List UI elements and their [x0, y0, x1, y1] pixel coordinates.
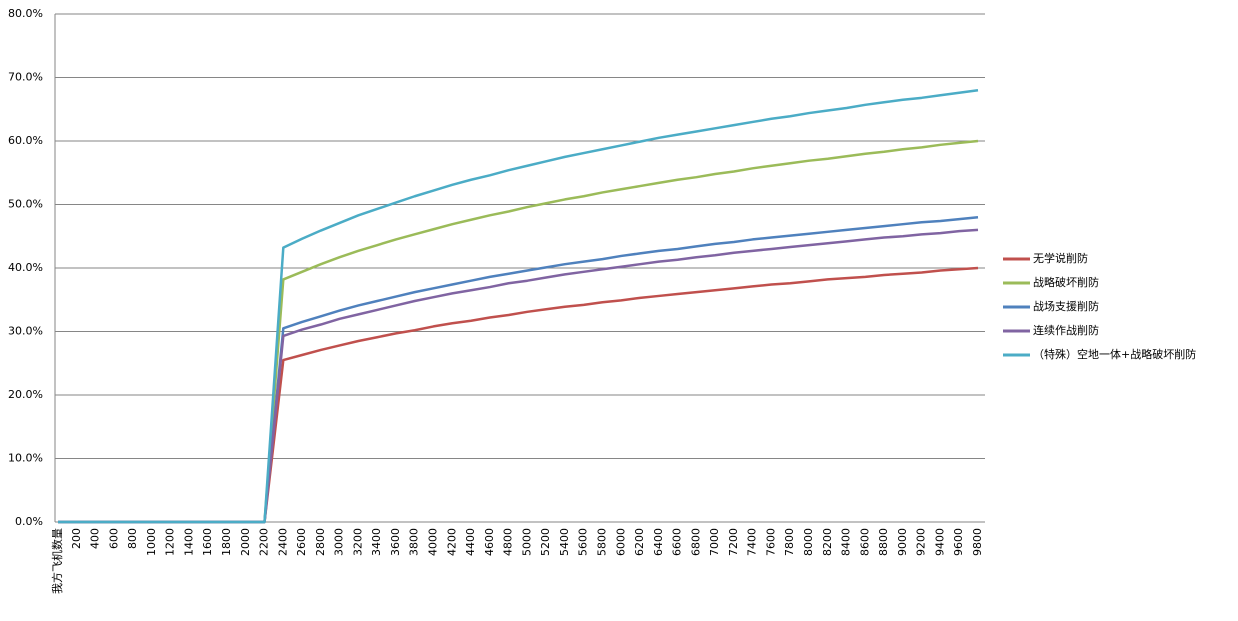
x-tick-label: 9600 — [952, 528, 965, 556]
x-tick-label: 3400 — [370, 528, 383, 556]
x-tick-label: 4000 — [427, 528, 440, 556]
x-tick-label: 5200 — [539, 528, 552, 556]
x-tick-label: 2000 — [239, 528, 252, 556]
y-tick-label: 50.0% — [8, 198, 43, 211]
x-tick-label: 6400 — [652, 528, 665, 556]
x-tick-label: 7600 — [764, 528, 777, 556]
y-tick-label: 80.0% — [8, 7, 43, 20]
x-tick-label: 6000 — [614, 528, 627, 556]
y-tick-label: 40.0% — [8, 261, 43, 274]
x-tick-label: 5600 — [577, 528, 590, 556]
series-line — [58, 88, 979, 524]
x-tick-label: 7400 — [746, 528, 759, 556]
x-tick-label: 7200 — [727, 528, 740, 556]
x-tick-label: 1400 — [182, 528, 195, 556]
x-tick-label: 6200 — [633, 528, 646, 556]
x-tick-label: 2400 — [276, 528, 289, 556]
x-tick-label: 9000 — [896, 528, 909, 556]
x-tick-label: 5800 — [595, 528, 608, 556]
x-tick-label: 1800 — [220, 528, 233, 556]
legend-label: 战略破坏削防 — [1033, 275, 1099, 289]
x-tick-label: 4400 — [464, 528, 477, 556]
x-tick-label: 3200 — [351, 528, 364, 556]
x-tick-label: 3800 — [408, 528, 421, 556]
x-tick-label: 8000 — [802, 528, 815, 556]
legend-label: 连续作战削防 — [1033, 323, 1099, 337]
x-tick-label: 800 — [126, 528, 139, 549]
x-tick-label: 5000 — [520, 528, 533, 556]
x-tick-label: 6800 — [689, 528, 702, 556]
x-tick-label: 我方飞机数量 — [50, 528, 64, 594]
y-tick-label: 30.0% — [8, 325, 43, 338]
y-tick-label: 10.0% — [8, 452, 43, 465]
x-tick-label: 4600 — [483, 528, 496, 556]
x-tick-label: 9800 — [971, 528, 984, 556]
legend-label: （特殊）空地一体+战略破坏削防 — [1033, 347, 1196, 361]
legend-label: 无学说削防 — [1033, 251, 1088, 265]
x-tick-label: 8800 — [877, 528, 890, 556]
legend-label: 战场支援削防 — [1033, 299, 1099, 313]
y-tick-label: 0.0% — [15, 515, 43, 528]
x-tick-label: 8600 — [858, 528, 871, 556]
x-tick-label: 8200 — [821, 528, 834, 556]
x-tick-label: 5400 — [558, 528, 571, 556]
x-tick-label: 2200 — [258, 528, 271, 556]
y-tick-label: 60.0% — [8, 134, 43, 147]
x-tick-label: 7000 — [708, 528, 721, 556]
x-tick-label: 3000 — [333, 528, 346, 556]
x-tick-label: 4800 — [502, 528, 515, 556]
x-tick-label: 3600 — [389, 528, 402, 556]
x-tick-label: 1600 — [201, 528, 214, 556]
x-tick-label: 8400 — [840, 528, 853, 556]
x-tick-label: 4200 — [445, 528, 458, 556]
x-tick-label: 1000 — [145, 528, 158, 556]
series-line — [58, 215, 979, 524]
x-tick-label: 400 — [89, 528, 102, 549]
x-tick-label: 2600 — [295, 528, 308, 556]
x-tick-label: 7800 — [783, 528, 796, 556]
x-tick-label: 1200 — [164, 528, 177, 556]
x-tick-label: 6600 — [671, 528, 684, 556]
series-line — [58, 228, 979, 524]
x-tick-label: 2800 — [314, 528, 327, 556]
x-tick-label: 9400 — [933, 528, 946, 556]
y-tick-label: 70.0% — [8, 71, 43, 84]
x-tick-label: 200 — [70, 528, 83, 549]
x-tick-label: 600 — [107, 528, 120, 549]
x-tick-label: 9200 — [915, 528, 928, 556]
y-tick-label: 20.0% — [8, 388, 43, 401]
